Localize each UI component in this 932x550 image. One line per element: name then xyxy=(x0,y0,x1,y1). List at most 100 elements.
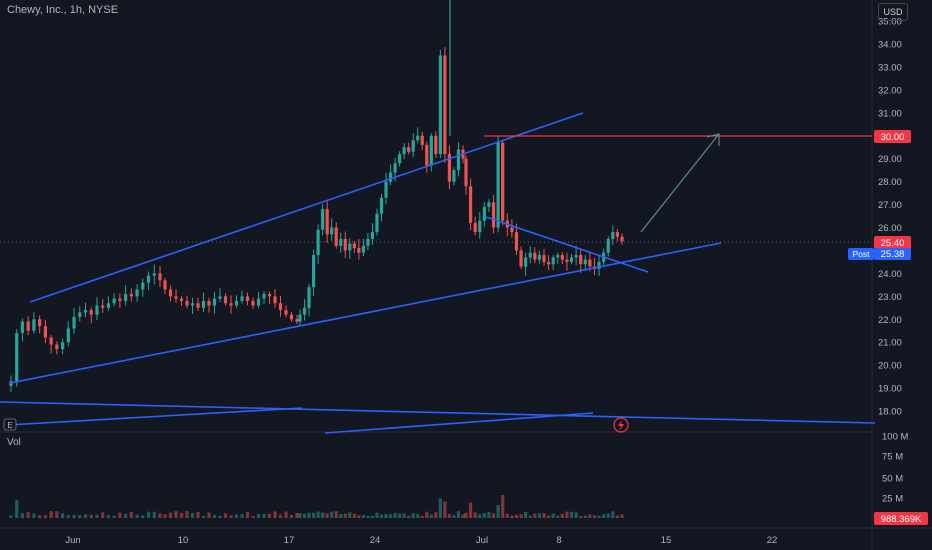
candle-body xyxy=(519,250,523,267)
candle-body xyxy=(321,209,325,230)
symbol-title[interactable]: Chewy, Inc., 1h, NYSE xyxy=(7,4,119,16)
candle-body xyxy=(348,243,352,251)
candle-body xyxy=(357,248,361,253)
volume-bar xyxy=(298,513,302,518)
volume-bar xyxy=(20,513,25,518)
volume-bar xyxy=(339,514,343,518)
volume-bar xyxy=(384,514,388,518)
candle-body xyxy=(438,55,442,155)
currency-button[interactable]: USD xyxy=(878,3,908,21)
volume-bar xyxy=(357,515,361,518)
long-term-rising-line[interactable] xyxy=(7,407,303,426)
svg-text:25.40: 25.40 xyxy=(881,238,905,249)
volume-bar xyxy=(524,511,528,518)
volume-bars-layer xyxy=(9,494,624,518)
volume-bar xyxy=(379,514,384,518)
candle-body xyxy=(334,227,338,246)
candle-body xyxy=(456,149,461,171)
candle-body xyxy=(146,275,151,283)
volume-bar xyxy=(168,512,173,518)
candle-body xyxy=(339,238,343,246)
earnings-marker[interactable]: E xyxy=(3,418,17,431)
time-tick-label: 10 xyxy=(178,535,189,546)
candle-body xyxy=(289,314,294,320)
lightning-icon[interactable] xyxy=(613,417,629,433)
time-tick-label: 8 xyxy=(556,535,561,546)
candle-body xyxy=(295,319,299,322)
candle-body xyxy=(429,135,433,166)
projection-arrow[interactable] xyxy=(640,133,720,233)
long-term-rising-line-2[interactable] xyxy=(324,412,594,434)
volume-bar xyxy=(579,515,583,518)
time-tick-label: Jun xyxy=(65,535,80,546)
price-tick-label: 20.00 xyxy=(878,361,902,372)
price-axis[interactable]: 35.00 34.00 33.00 32.00 31.00 30.00 29.00 28.00… xyxy=(878,17,902,418)
volume-bar xyxy=(456,511,461,518)
candle-body xyxy=(218,296,222,299)
candle-body xyxy=(49,337,53,345)
volume-bar xyxy=(245,512,250,518)
volume-bar xyxy=(321,512,325,518)
price-tick-label: 19.00 xyxy=(878,384,902,395)
volume-bar xyxy=(464,512,468,518)
volume-bar xyxy=(289,515,294,518)
candle-body xyxy=(83,310,88,313)
candle-body xyxy=(112,298,116,304)
candle-body xyxy=(106,303,111,308)
candle-body xyxy=(330,227,334,235)
candle-body xyxy=(256,298,261,306)
volume-bar xyxy=(478,514,482,518)
volume-bar xyxy=(452,515,456,518)
volume-bar xyxy=(551,513,555,518)
volume-bar xyxy=(118,512,122,518)
channel-upper-trendline[interactable] xyxy=(29,112,584,303)
candle-body xyxy=(284,310,288,315)
candle-body xyxy=(229,303,233,306)
candle-body xyxy=(579,255,583,265)
price-tick-label: 23.00 xyxy=(878,292,902,303)
candle-body xyxy=(537,255,542,260)
candle-body xyxy=(118,298,122,301)
candle-body xyxy=(565,259,569,262)
candle-body xyxy=(606,238,610,253)
candle-body xyxy=(141,282,145,290)
candle-body xyxy=(510,227,514,233)
svg-text:30.00: 30.00 xyxy=(881,132,905,143)
post-market-tag: Post 25.38 xyxy=(848,248,911,260)
volume-pane-label[interactable]: Vol xyxy=(7,437,21,448)
time-tick-label: Jul xyxy=(476,535,488,546)
volume-bar xyxy=(141,515,145,518)
price-tick-label: 29.00 xyxy=(878,154,902,165)
candle-body xyxy=(361,245,365,253)
candle-body xyxy=(273,296,277,304)
last-price-tag: 25.40 xyxy=(874,236,911,249)
volume-bar xyxy=(32,513,36,518)
volume-bar xyxy=(190,513,195,518)
volume-bar xyxy=(352,513,356,518)
price-tick-label: 21.00 xyxy=(878,338,902,349)
candle-body xyxy=(55,344,59,350)
volume-bar xyxy=(537,513,542,518)
volume-bar xyxy=(615,515,620,518)
descending-trendline[interactable] xyxy=(485,216,649,273)
channel-lower-trendline[interactable] xyxy=(9,242,722,384)
time-axis[interactable]: Jun 10 17 24 Jul 8 15 22 xyxy=(65,535,777,546)
candle-body xyxy=(420,135,424,145)
volume-bar xyxy=(411,513,415,518)
candle-body xyxy=(375,213,379,233)
volume-bar xyxy=(89,514,93,518)
volume-bar xyxy=(375,512,379,518)
long-term-support-line[interactable] xyxy=(0,401,876,424)
candle-body xyxy=(588,259,592,267)
volume-bar xyxy=(38,515,42,518)
volume-bar xyxy=(240,514,244,518)
volume-bar xyxy=(201,515,206,518)
volume-bar xyxy=(174,511,178,518)
volume-bar xyxy=(438,498,442,518)
candle-body xyxy=(393,163,397,173)
candle-body xyxy=(447,154,452,182)
candle-body xyxy=(163,280,167,290)
volume-bar xyxy=(316,511,320,518)
